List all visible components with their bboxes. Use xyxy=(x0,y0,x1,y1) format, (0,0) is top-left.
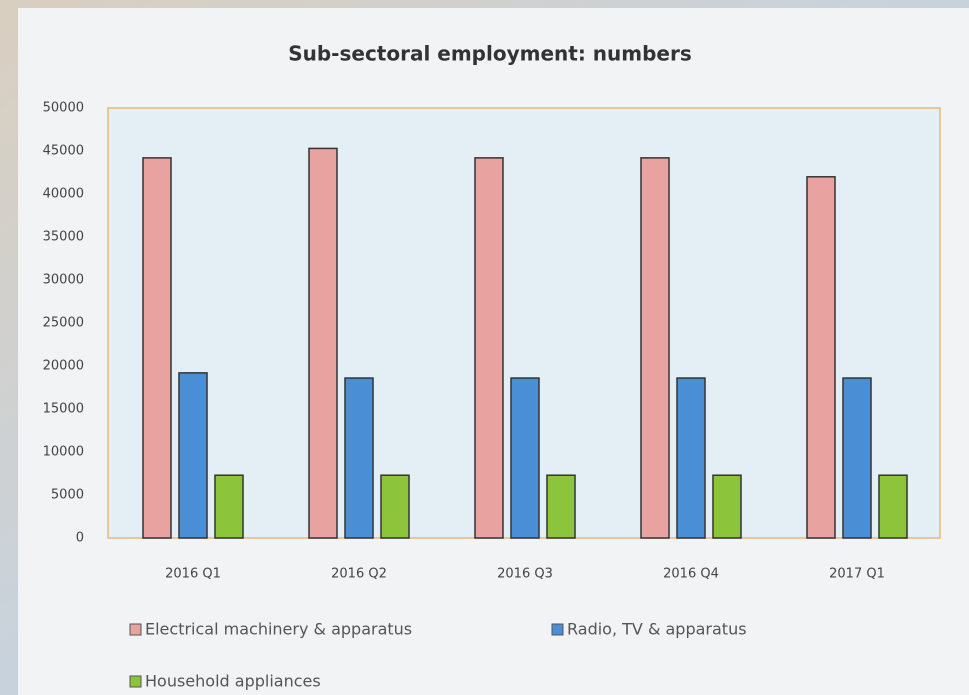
y-tick-label: 0 xyxy=(76,531,84,546)
bar xyxy=(842,377,872,539)
bar xyxy=(806,176,836,539)
legend-swatch xyxy=(129,675,142,688)
x-tick-label: 2016 Q1 xyxy=(165,567,221,582)
y-tick-label: 30000 xyxy=(43,273,84,288)
y-tick-label: 20000 xyxy=(43,359,84,374)
y-tick-label: 40000 xyxy=(43,187,84,202)
bar xyxy=(878,474,908,539)
bar xyxy=(712,474,742,539)
legend-swatch xyxy=(551,623,564,636)
bar xyxy=(546,474,576,539)
bar xyxy=(640,157,670,539)
y-tick-label: 5000 xyxy=(51,488,84,503)
y-tick-label: 50000 xyxy=(43,101,84,116)
bar xyxy=(380,474,410,539)
bar xyxy=(214,474,244,539)
legend-swatch xyxy=(129,623,142,636)
y-tick-label: 45000 xyxy=(43,144,84,159)
x-tick-label: 2016 Q2 xyxy=(331,567,387,582)
bar xyxy=(308,147,338,539)
x-tick-label: 2016 Q3 xyxy=(497,567,553,582)
x-tick-label: 2017 Q1 xyxy=(829,567,885,582)
y-tick-label: 15000 xyxy=(43,402,84,417)
bar xyxy=(178,372,208,539)
y-tick-label: 10000 xyxy=(43,445,84,460)
legend-label: Radio, TV & apparatus xyxy=(567,620,747,639)
chart-title: Sub-sectoral employment: numbers xyxy=(288,42,692,66)
bar xyxy=(474,157,504,539)
bar xyxy=(676,377,706,539)
legend-label: Electrical machinery & apparatus xyxy=(145,620,412,639)
bar xyxy=(510,377,540,539)
x-tick-label: 2016 Q4 xyxy=(663,567,719,582)
y-tick-label: 35000 xyxy=(43,230,84,245)
bar xyxy=(142,157,172,539)
legend-label: Household appliances xyxy=(145,672,321,691)
y-tick-label: 25000 xyxy=(43,316,84,331)
bar xyxy=(344,377,374,539)
